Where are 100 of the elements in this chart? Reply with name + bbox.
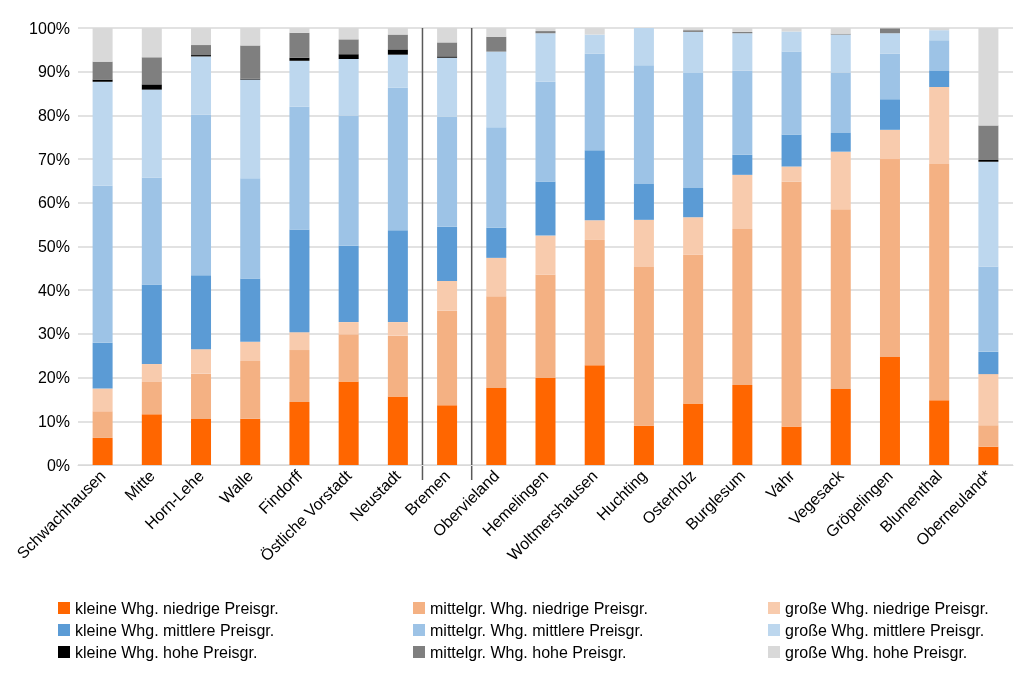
bar — [191, 419, 212, 465]
y-tick-label: 0% — [46, 456, 70, 474]
bar — [387, 54, 408, 88]
bar — [978, 351, 999, 375]
y-tick-label: 40% — [37, 281, 70, 299]
bar — [683, 187, 704, 218]
bar — [289, 229, 310, 333]
y-tick-label: 90% — [37, 63, 70, 81]
bar — [338, 381, 359, 465]
bar — [338, 322, 359, 335]
bar — [633, 267, 654, 426]
bar — [584, 220, 605, 240]
bar — [732, 229, 753, 386]
legend-label: große Whg. niedrige Preisgr. — [785, 599, 989, 617]
bar — [191, 349, 212, 374]
bar — [732, 33, 753, 71]
bar — [141, 89, 162, 178]
bar — [437, 57, 458, 117]
bar — [535, 33, 556, 82]
bar — [683, 217, 704, 255]
bar — [338, 54, 359, 60]
bar — [240, 79, 261, 179]
bar — [486, 388, 507, 465]
bar — [683, 403, 704, 465]
bar — [830, 151, 851, 210]
bar — [683, 31, 704, 74]
bar — [92, 61, 113, 80]
bar — [830, 209, 851, 389]
bar — [879, 33, 900, 54]
legend-label: mittelgr. Whg. niedrige Preisgr. — [430, 599, 648, 617]
bar — [338, 115, 359, 246]
bar — [830, 72, 851, 133]
bar — [387, 396, 408, 465]
bar — [289, 60, 310, 107]
y-tick-label: 60% — [37, 194, 70, 212]
bar — [879, 357, 900, 465]
bar — [240, 178, 261, 279]
bar — [929, 87, 950, 164]
bar — [732, 385, 753, 465]
bar — [535, 274, 556, 379]
bar — [781, 134, 802, 167]
bar — [929, 40, 950, 71]
y-tick-label: 100% — [29, 19, 70, 37]
bar — [92, 342, 113, 389]
bar — [437, 310, 458, 406]
y-tick-label: 80% — [37, 106, 70, 124]
bar — [879, 99, 900, 130]
bar — [240, 341, 261, 361]
bar — [535, 378, 556, 465]
bar — [486, 51, 507, 128]
bar — [486, 257, 507, 297]
bar — [584, 365, 605, 465]
bar — [584, 53, 605, 151]
bar — [191, 373, 212, 420]
legend-label: kleine Whg. niedrige Preisgr. — [75, 599, 279, 617]
bar — [289, 402, 310, 465]
bar — [486, 296, 507, 389]
bar — [633, 219, 654, 268]
bar — [683, 254, 704, 404]
bar — [535, 235, 556, 275]
bar — [978, 446, 999, 465]
bar — [781, 181, 802, 427]
bar — [929, 70, 950, 87]
bar — [437, 405, 458, 465]
bar — [141, 57, 162, 85]
legend-label: mittelgr. Whg. mittlere Preisgr. — [430, 621, 644, 639]
bar — [387, 87, 408, 231]
legend-label: große Whg. mittlere Preisgr. — [785, 621, 985, 639]
bar — [437, 281, 458, 311]
y-tick-label: 30% — [37, 325, 70, 343]
bar — [879, 28, 900, 34]
bar — [486, 127, 507, 228]
bar — [289, 32, 310, 58]
bar — [978, 374, 999, 426]
bar — [929, 163, 950, 401]
bar — [387, 49, 408, 55]
bar — [978, 425, 999, 447]
bar — [338, 39, 359, 55]
bar — [535, 181, 556, 236]
bar — [141, 84, 162, 90]
bar — [141, 364, 162, 382]
legend-label: große Whg. hohe Preisgr. — [785, 643, 968, 661]
bar — [437, 42, 458, 57]
bar — [289, 332, 310, 351]
bar — [92, 411, 113, 438]
bar — [830, 34, 851, 73]
legend-label: kleine Whg. hohe Preisgr. — [75, 643, 258, 661]
bar — [584, 150, 605, 221]
bar — [240, 418, 261, 465]
bar — [92, 79, 113, 82]
bar — [978, 125, 999, 160]
bar — [141, 414, 162, 465]
bar — [387, 322, 408, 336]
bar — [92, 81, 113, 186]
bar — [289, 57, 310, 61]
bar — [289, 350, 310, 403]
y-tick-label: 20% — [37, 369, 70, 387]
bar — [929, 400, 950, 465]
bar — [584, 239, 605, 366]
bar — [929, 30, 950, 41]
